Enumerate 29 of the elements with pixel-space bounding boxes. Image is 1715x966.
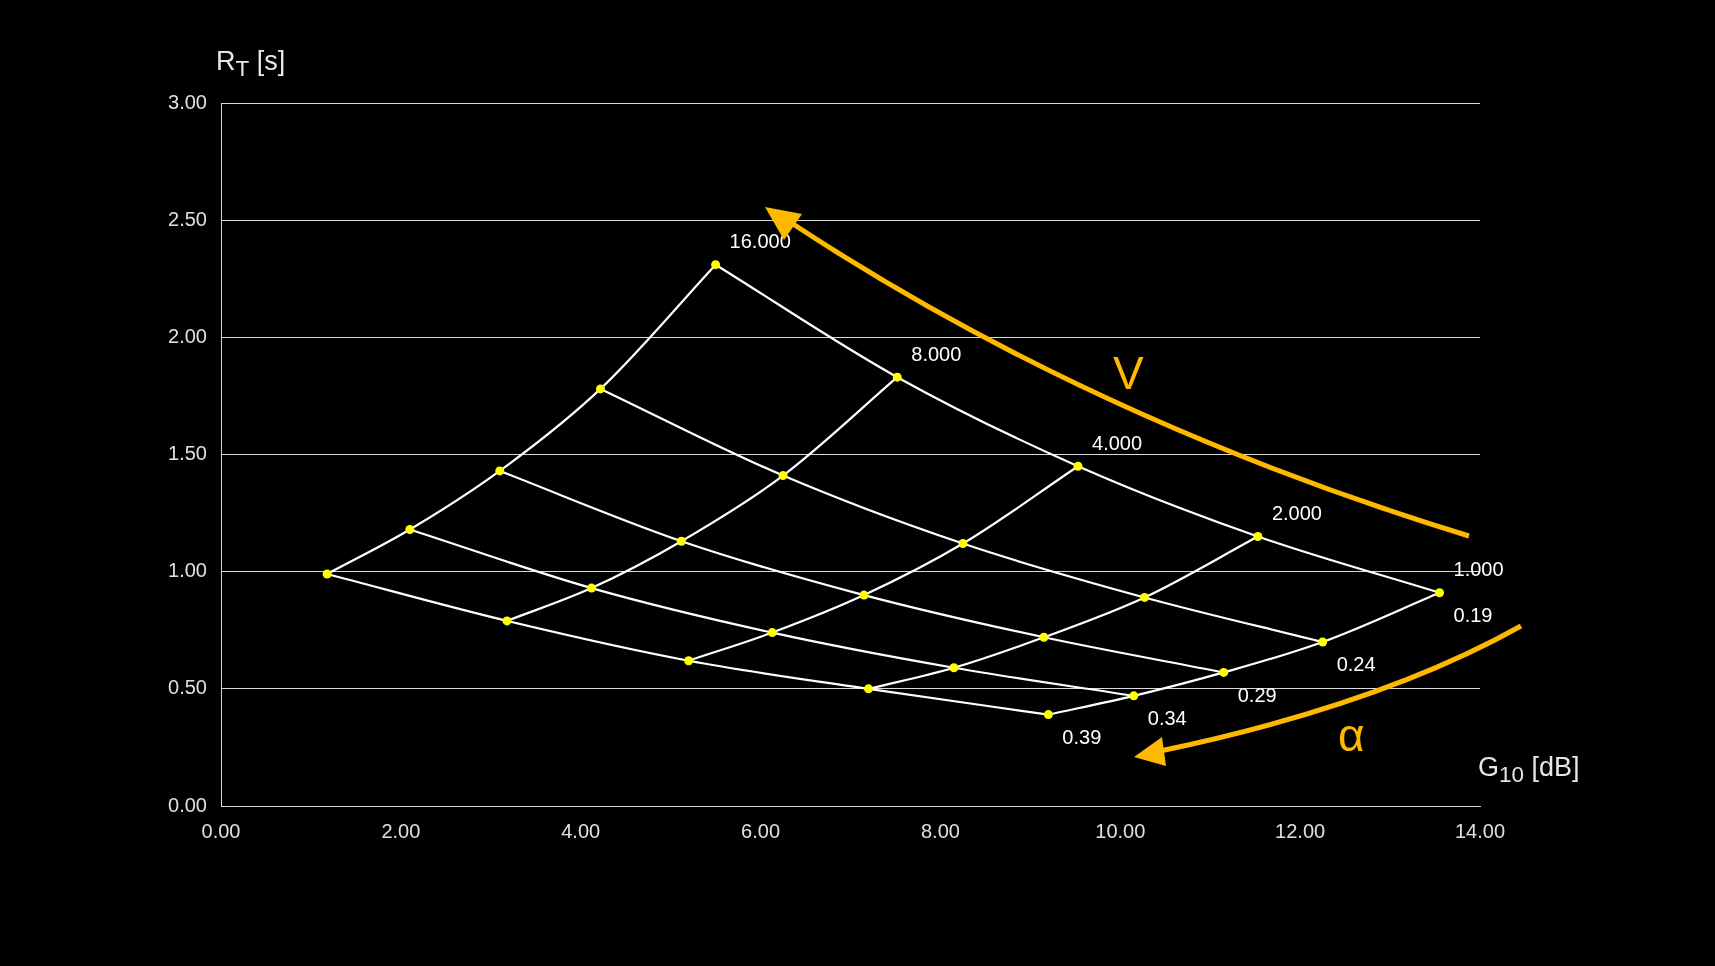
x-tick-label: 8.00 [920, 819, 960, 842]
x-tick-label: 4.00 [561, 819, 601, 842]
y-tick-label: 3.00 [168, 90, 207, 113]
x-tick-label: 0.00 [201, 819, 241, 842]
annotation: α [1338, 708, 1365, 762]
annotation: 0.34 [1147, 707, 1187, 730]
annotation: V [1113, 346, 1144, 400]
annotation: 4.000 [1092, 431, 1143, 454]
annotation: 2.000 [1271, 502, 1322, 525]
annotation: 0.29 [1237, 683, 1277, 706]
annotation: 0.24 [1336, 653, 1376, 676]
y-tick-label: 0.00 [168, 793, 207, 816]
x-axis-title: G$_{10}$ [dB] [1478, 752, 1580, 789]
annotation: 0.39 [1062, 726, 1102, 749]
x-tick-label: 2.00 [381, 819, 421, 842]
y-tick-label: 2.00 [168, 324, 207, 347]
annotation: 0.19 [1453, 604, 1493, 627]
annotation: 8.000 [911, 342, 962, 365]
x-tick-label: 12.00 [1275, 819, 1326, 842]
annotation: 16.000 [729, 230, 791, 253]
y-tick-label: 2.50 [168, 207, 207, 230]
y-tick-label: 0.50 [168, 676, 207, 699]
x-tick-label: 14.00 [1454, 819, 1506, 842]
annotation: 1.000 [1453, 558, 1504, 581]
y-tick-label: 1.50 [168, 442, 207, 465]
x-tick-label: 6.00 [741, 819, 781, 842]
x-tick-label: 10.00 [1095, 819, 1146, 842]
y-axis-title: R$_{T}$ [s] [216, 46, 286, 83]
y-tick-label: 1.00 [168, 559, 207, 582]
